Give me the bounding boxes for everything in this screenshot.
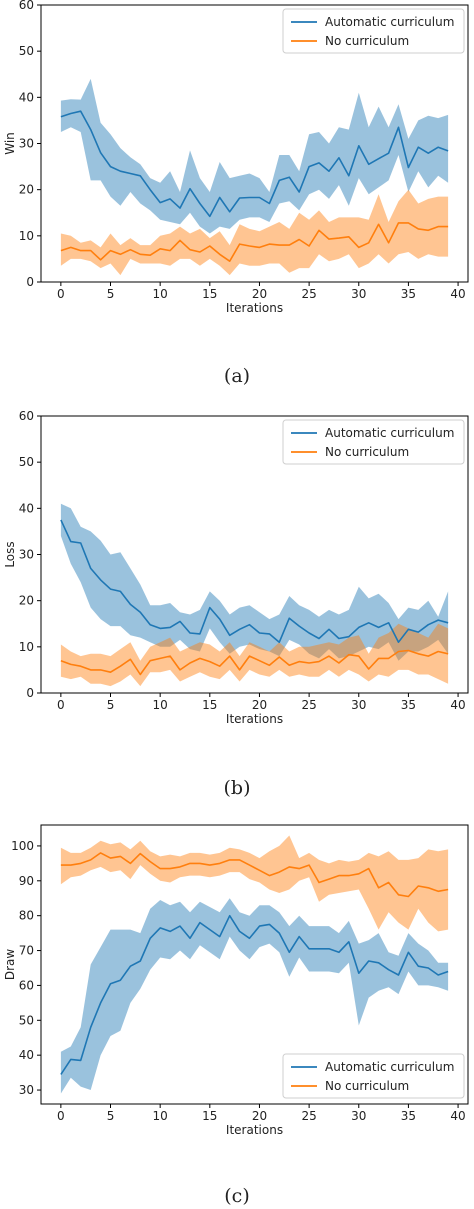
loss-ytick-label: 60 bbox=[19, 409, 34, 423]
win-xtick-label: 30 bbox=[351, 287, 366, 301]
draw-xaxis-label: Iterations bbox=[226, 1123, 283, 1137]
draw-xtick-label: 30 bbox=[351, 1109, 366, 1123]
win-ytick-label: 30 bbox=[19, 137, 34, 151]
draw-series-0-line bbox=[60, 914, 449, 1075]
draw-legend: Automatic curriculum No curriculum bbox=[282, 1053, 465, 1099]
loss-xaxis-label: Iterations bbox=[226, 712, 283, 726]
win-series-0-line bbox=[60, 110, 449, 218]
win-series-0-band bbox=[60, 78, 449, 234]
draw-xtick-label: 20 bbox=[252, 1109, 267, 1123]
win-plot-area bbox=[60, 78, 449, 276]
draw-ytick-label: 100 bbox=[11, 839, 34, 853]
loss-ytick-label: 0 bbox=[26, 686, 34, 700]
loss-series-1-band bbox=[60, 623, 449, 687]
win-chart: 0 5 10 15 20 25 30 35 40 0 10 20 30 40 50 60 Iterations W… bbox=[3, 0, 469, 315]
loss-xtick-label: 20 bbox=[252, 698, 267, 712]
win-legend-label-0: Automatic curriculum bbox=[325, 15, 454, 29]
draw-series-1-line bbox=[60, 852, 449, 898]
draw-plot-area bbox=[60, 835, 449, 1094]
caption-a: (a) bbox=[223, 365, 251, 387]
draw-xtick-label: 15 bbox=[202, 1109, 217, 1123]
draw-xtick-label: 10 bbox=[153, 1109, 168, 1123]
win-legend-box bbox=[282, 8, 465, 54]
loss-ytick-label: 30 bbox=[19, 548, 34, 562]
win-xtick-label: 5 bbox=[107, 287, 115, 301]
loss-xtick-label: 25 bbox=[301, 698, 316, 712]
draw-series-1-band bbox=[60, 835, 449, 932]
loss-legend-box bbox=[282, 419, 465, 465]
draw-ytick-label: 90 bbox=[19, 874, 34, 888]
loss-legend-label-0: Automatic curriculum bbox=[325, 426, 454, 440]
loss-xtick-label: 10 bbox=[153, 698, 168, 712]
loss-series-1-line bbox=[60, 649, 449, 676]
loss-series-0-line bbox=[60, 519, 449, 644]
win-xtick-label: 35 bbox=[401, 287, 416, 301]
caption-b: (b) bbox=[223, 777, 251, 799]
draw-ytick-label: 60 bbox=[19, 978, 34, 992]
draw-axes-frame bbox=[40, 824, 469, 1105]
win-series-1-line bbox=[60, 222, 449, 263]
win-ytick-label: 50 bbox=[19, 44, 34, 58]
win-xtick-label: 25 bbox=[301, 287, 316, 301]
win-xtick-label: 0 bbox=[57, 287, 65, 301]
win-series-1-band bbox=[60, 189, 449, 276]
draw-yaxis-label: Draw bbox=[3, 949, 17, 981]
loss-xtick-label: 15 bbox=[202, 698, 217, 712]
draw-ytick-label: 50 bbox=[19, 1013, 34, 1027]
loss-ytick-label: 20 bbox=[19, 594, 34, 608]
win-ytick-label: 20 bbox=[19, 183, 34, 197]
loss-legend-label-1: No curriculum bbox=[325, 445, 409, 459]
loss-xtick-label: 40 bbox=[450, 698, 465, 712]
draw-xtick-label: 0 bbox=[57, 1109, 65, 1123]
draw-ytick-label: 30 bbox=[19, 1083, 34, 1097]
loss-plot-area bbox=[60, 503, 449, 687]
win-legend-label-1: No curriculum bbox=[325, 34, 409, 48]
loss-legend: Automatic curriculum No curriculum bbox=[282, 419, 465, 465]
draw-xtick-label: 35 bbox=[401, 1109, 416, 1123]
win-xaxis-label: Iterations bbox=[226, 301, 283, 315]
loss-xtick-label: 0 bbox=[57, 698, 65, 712]
draw-xtick-label: 40 bbox=[450, 1109, 465, 1123]
loss-chart: 0 5 10 15 20 25 30 35 40 0 10 20 30 40 50 60 Iterations L… bbox=[3, 409, 469, 726]
win-ytick-label: 10 bbox=[19, 229, 34, 243]
win-ytick-label: 0 bbox=[26, 275, 34, 289]
win-ytick-label: 40 bbox=[19, 90, 34, 104]
loss-ytick-label: 40 bbox=[19, 501, 34, 515]
win-xtick-label: 40 bbox=[450, 287, 465, 301]
draw-legend-box bbox=[282, 1053, 465, 1099]
win-xtick-label: 15 bbox=[202, 287, 217, 301]
loss-series-0-band bbox=[60, 503, 449, 661]
win-yaxis-label: Win bbox=[3, 132, 17, 155]
caption-c: (c) bbox=[224, 1185, 250, 1207]
loss-xtick-label: 35 bbox=[401, 698, 416, 712]
win-xtick-label: 10 bbox=[153, 287, 168, 301]
win-ytick-label: 60 bbox=[19, 0, 34, 12]
draw-xtick-label: 5 bbox=[107, 1109, 115, 1123]
loss-xtick-label: 5 bbox=[107, 698, 115, 712]
loss-xtick-label: 30 bbox=[351, 698, 366, 712]
draw-chart: 0 5 10 15 20 25 30 35 40 30 40 50 60 70 80 90 100 Iterati… bbox=[3, 824, 469, 1137]
draw-ytick-label: 40 bbox=[19, 1048, 34, 1062]
draw-ytick-label: 80 bbox=[19, 909, 34, 923]
loss-yaxis-label: Loss bbox=[3, 541, 17, 567]
draw-legend-label-0: Automatic curriculum bbox=[325, 1060, 454, 1074]
draw-ytick-label: 70 bbox=[19, 944, 34, 958]
win-legend: Automatic curriculum No curriculum bbox=[282, 8, 465, 54]
draw-xtick-label: 25 bbox=[301, 1109, 316, 1123]
win-xtick-label: 20 bbox=[252, 287, 267, 301]
loss-ytick-label: 10 bbox=[19, 640, 34, 654]
loss-ytick-label: 50 bbox=[19, 455, 34, 469]
draw-legend-label-1: No curriculum bbox=[325, 1079, 409, 1093]
